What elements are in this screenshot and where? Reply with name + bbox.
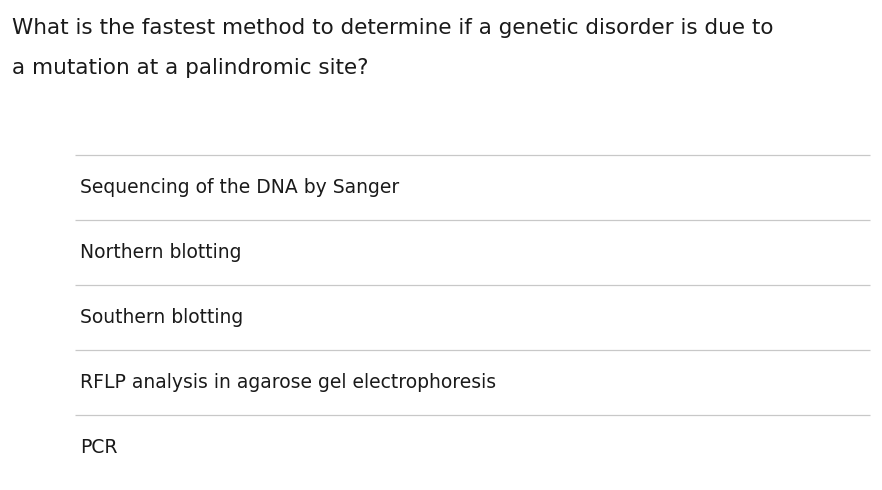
Text: What is the fastest method to determine if a genetic disorder is due to: What is the fastest method to determine … <box>12 18 774 38</box>
Text: a mutation at a palindromic site?: a mutation at a palindromic site? <box>12 58 369 78</box>
Text: Sequencing of the DNA by Sanger: Sequencing of the DNA by Sanger <box>80 177 400 196</box>
Text: RFLP analysis in agarose gel electrophoresis: RFLP analysis in agarose gel electrophor… <box>80 372 496 392</box>
Text: PCR: PCR <box>80 438 117 457</box>
Text: Southern blotting: Southern blotting <box>80 308 243 326</box>
Text: Northern blotting: Northern blotting <box>80 243 242 262</box>
